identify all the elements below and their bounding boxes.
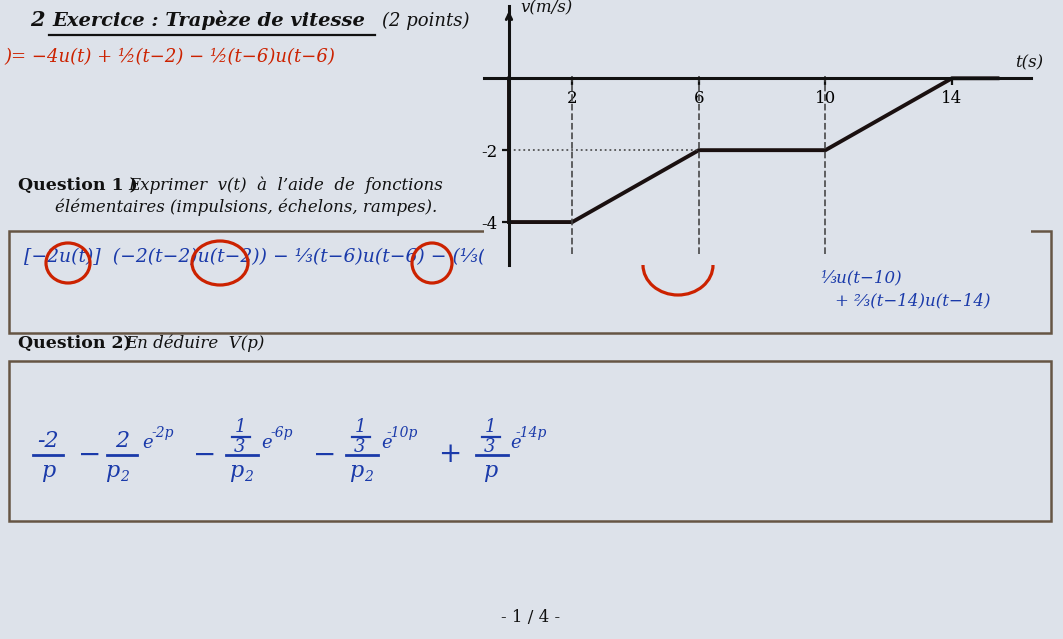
FancyBboxPatch shape bbox=[9, 231, 1051, 333]
Text: −: − bbox=[79, 442, 102, 468]
Text: ⅓u(t−10): ⅓u(t−10) bbox=[820, 269, 901, 286]
Text: 2: 2 bbox=[243, 470, 252, 484]
Text: e: e bbox=[382, 434, 392, 452]
Text: Question 2): Question 2) bbox=[18, 335, 132, 352]
Text: p: p bbox=[105, 460, 119, 482]
Text: Question 1 ): Question 1 ) bbox=[18, 177, 138, 194]
Text: +: + bbox=[438, 442, 461, 468]
Text: 2: 2 bbox=[30, 10, 45, 30]
Text: t(s): t(s) bbox=[1015, 54, 1044, 72]
Text: −: − bbox=[314, 442, 337, 468]
Text: p: p bbox=[229, 460, 243, 482]
Text: e: e bbox=[510, 434, 521, 452]
Text: 3: 3 bbox=[354, 438, 366, 456]
Text: 3: 3 bbox=[234, 438, 246, 456]
Text: En déduire  V(p): En déduire V(p) bbox=[125, 334, 265, 352]
Text: - 1 / 4 -: - 1 / 4 - bbox=[502, 608, 560, 626]
Text: Exprimer  v(t)  à  l’aide  de  fonctions: Exprimer v(t) à l’aide de fonctions bbox=[128, 176, 443, 194]
Text: p: p bbox=[349, 460, 364, 482]
Text: -14p: -14p bbox=[516, 426, 546, 440]
Text: −: − bbox=[193, 442, 217, 468]
Text: + ⅔(t−14)u(t−14): + ⅔(t−14)u(t−14) bbox=[836, 292, 991, 309]
Text: 1: 1 bbox=[234, 418, 246, 436]
Text: 1: 1 bbox=[485, 418, 495, 436]
Text: 2: 2 bbox=[364, 470, 372, 484]
Text: e: e bbox=[142, 434, 153, 452]
Text: -2p: -2p bbox=[152, 426, 174, 440]
Text: Exercice : Trapèze de vitesse: Exercice : Trapèze de vitesse bbox=[52, 10, 365, 30]
Text: p: p bbox=[483, 460, 497, 482]
Text: [−2u(t)]  (−2(t−2)u(t−2)) − ⅓(t−6)u(t−6) − (⅓(t−10)): [−2u(t)] (−2(t−2)u(t−2)) − ⅓(t−6)u(t−6) … bbox=[24, 248, 547, 266]
Text: 2: 2 bbox=[115, 430, 129, 452]
Text: e: e bbox=[261, 434, 272, 452]
FancyBboxPatch shape bbox=[9, 361, 1051, 521]
Text: -10p: -10p bbox=[386, 426, 418, 440]
Text: élémentaires (impulsions, échelons, rampes).: élémentaires (impulsions, échelons, ramp… bbox=[55, 199, 437, 216]
Text: 2: 2 bbox=[119, 470, 129, 484]
Text: 1: 1 bbox=[354, 418, 366, 436]
Text: v(m/s): v(m/s) bbox=[520, 0, 572, 17]
Text: 3: 3 bbox=[485, 438, 495, 456]
Text: p: p bbox=[40, 460, 55, 482]
Text: -6p: -6p bbox=[271, 426, 293, 440]
Text: )= −4u(t) + ½(t−2) − ½(t−6)u(t−6): )= −4u(t) + ½(t−2) − ½(t−6)u(t−6) bbox=[4, 48, 335, 66]
Text: -2: -2 bbox=[37, 430, 58, 452]
Text: (2 points): (2 points) bbox=[382, 12, 470, 30]
